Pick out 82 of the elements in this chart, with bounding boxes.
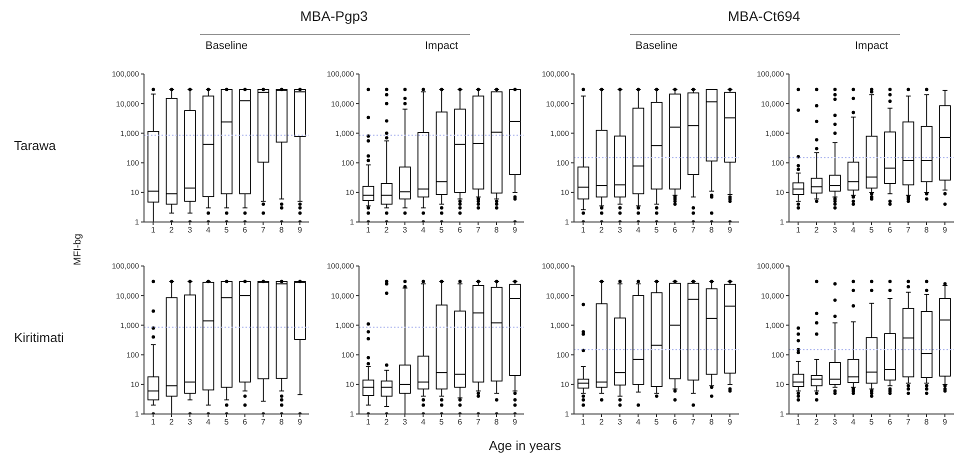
y-axis-title: MFI-bg [72,234,84,266]
chart-title: Baseline [204,40,249,52]
x-tick-label: 8 [494,418,500,427]
x-tick-label: 2 [384,418,390,427]
x-tick-label: 4 [636,418,641,427]
x-tick-label: 7 [690,418,696,427]
text: Tarawa [14,138,56,153]
x-tick-label: 2 [169,226,174,235]
x-tick-label: 7 [476,418,481,427]
x-tick-label: 7 [906,226,911,235]
text: MBA-Pgp3 [299,8,369,24]
x-tick-label: 9 [728,418,733,427]
x-tick-label: 4 [206,418,211,427]
x-tick-label: 7 [260,226,266,235]
x-tick-label: 8 [709,418,714,427]
x-tick-label: 1 [366,418,371,427]
x-tick-label: 3 [832,226,838,235]
text: MBA-Ct694 [726,8,802,24]
x-tick-label: 2 [599,226,604,235]
x-tick-label: 7 [906,418,911,427]
x-tick-label: 8 [279,226,284,235]
x-tick-label: 2 [169,418,174,427]
x-tick-label: 2 [814,418,820,427]
x-tick-label: 8 [279,418,284,427]
x-tick-label: 8 [924,226,930,235]
x-tick-label: 3 [832,418,838,427]
chart-title: Baseline [634,40,679,52]
x-tick-label: 2 [814,226,820,235]
chart-title: Impact [424,40,459,52]
x-tick-label: 8 [924,418,930,427]
x-tick-label: 4 [850,226,856,235]
x-tick-label: 5 [224,418,230,427]
x-tick-label: 3 [188,226,193,235]
x-tick-label: 4 [420,418,426,427]
x-tick-label: 6 [242,418,248,427]
x-tick-label: 1 [150,226,156,235]
x-tick-label: 3 [188,418,193,427]
x-tick-label: 5 [654,226,660,235]
x-tick-label: 8 [709,226,714,235]
x-tick-label: 1 [796,226,801,235]
x-tick-label: 3 [402,418,408,427]
x-tick-label: 9 [942,226,948,235]
x-tick-label: 3 [402,226,408,235]
x-tick-label: 2 [384,226,390,235]
x-tick-label: 5 [439,226,444,235]
x-tick-label: 6 [458,226,463,235]
chart-title: Impact [854,40,889,52]
x-tick-label: 2 [599,418,604,427]
x-tick-label: 7 [476,226,481,235]
x-tick-label: 4 [850,418,856,427]
x-tick-label: 7 [690,226,696,235]
x-tick-label: 9 [298,226,303,235]
x-tick-label: 9 [942,418,948,427]
x-tick-label: 9 [512,226,518,235]
x-tick-label: 5 [869,418,874,427]
x-tick-label: 5 [439,418,444,427]
x-tick-label: 1 [580,418,586,427]
x-tick-label: 1 [150,418,156,427]
x-tick-label: 9 [728,226,733,235]
x-tick-label: 9 [298,418,303,427]
x-tick-label: 5 [224,226,230,235]
text: Kiritimati [14,330,64,345]
x-tick-label: 6 [458,418,463,427]
x-tick-label: 7 [260,418,266,427]
x-tick-label: 6 [888,418,893,427]
x-tick-label: 9 [512,418,518,427]
x-tick-label: 5 [654,418,660,427]
x-tick-label: 6 [888,226,893,235]
x-axis-title: Age in years [488,438,562,453]
x-tick-label: 6 [672,418,678,427]
x-tick-label: 1 [366,226,371,235]
x-tick-label: 8 [494,226,500,235]
x-tick-label: 1 [580,226,586,235]
x-tick-label: 1 [796,418,801,427]
x-tick-label: 6 [242,226,248,235]
x-tick-label: 5 [869,226,874,235]
x-tick-label: 6 [672,226,678,235]
x-tick-label: 3 [618,226,623,235]
x-tick-label: 4 [206,226,211,235]
x-tick-label: 4 [420,226,426,235]
x-tick-label: 4 [636,226,641,235]
x-tick-label: 3 [618,418,623,427]
